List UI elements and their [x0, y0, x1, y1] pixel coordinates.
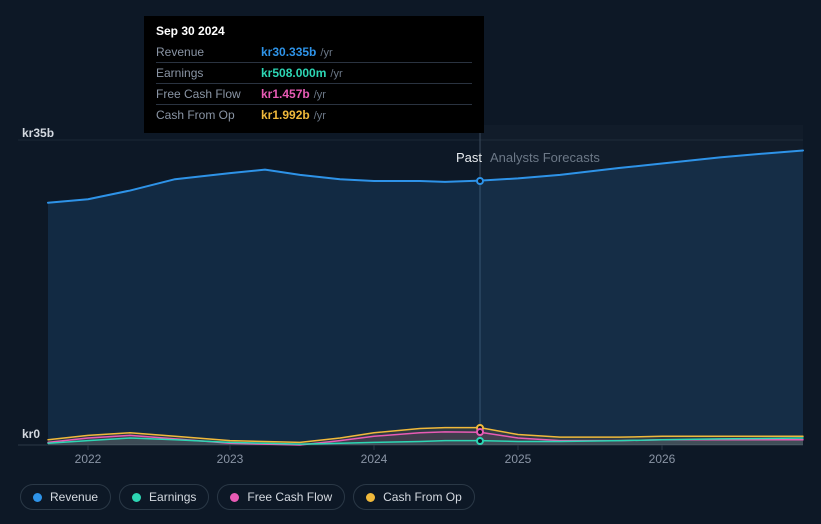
tooltip-suffix: /yr [310, 89, 326, 101]
section-label-past: Past [456, 150, 482, 165]
x-axis-tick: 2024 [361, 452, 388, 466]
section-label-forecast: Analysts Forecasts [490, 150, 600, 165]
legend-item-cash-from-op[interactable]: Cash From Op [353, 484, 475, 510]
x-axis-tick: 2023 [217, 452, 244, 466]
tooltip-metric: Free Cash Flow [156, 84, 261, 105]
legend-dot-icon [366, 493, 375, 502]
legend-label: Revenue [50, 490, 98, 504]
x-axis-tick: 2022 [75, 452, 102, 466]
tooltip-suffix: /yr [310, 110, 326, 122]
x-axis-tick: 2025 [505, 452, 532, 466]
chart-tooltip: Sep 30 2024 Revenuekr30.335b/yrEarningsk… [144, 16, 484, 133]
tooltip-row: Free Cash Flowkr1.457b/yr [156, 84, 472, 105]
tooltip-row: Cash From Opkr1.992b/yr [156, 105, 472, 126]
legend-item-earnings[interactable]: Earnings [119, 484, 209, 510]
tooltip-row: Earningskr508.000m/yr [156, 63, 472, 84]
chart-legend: Revenue Earnings Free Cash Flow Cash From O… [20, 484, 475, 510]
legend-label: Cash From Op [383, 490, 462, 504]
tooltip-value: kr1.992b [261, 108, 310, 122]
tooltip-metric: Revenue [156, 42, 261, 63]
tooltip-value: kr508.000m [261, 66, 326, 80]
tooltip-metric: Earnings [156, 63, 261, 84]
tooltip-value: kr30.335b [261, 45, 316, 59]
legend-dot-icon [230, 493, 239, 502]
legend-item-free-cash-flow[interactable]: Free Cash Flow [217, 484, 345, 510]
tooltip-suffix: /yr [316, 47, 332, 59]
legend-item-revenue[interactable]: Revenue [20, 484, 111, 510]
tooltip-metric: Cash From Op [156, 105, 261, 126]
legend-dot-icon [132, 493, 141, 502]
tooltip-date: Sep 30 2024 [156, 24, 472, 38]
x-axis-tick: 2026 [649, 452, 676, 466]
legend-label: Earnings [149, 490, 196, 504]
series-marker [476, 177, 484, 185]
legend-label: Free Cash Flow [247, 490, 332, 504]
tooltip-suffix: /yr [326, 68, 342, 80]
series-marker [476, 437, 484, 445]
series-marker [476, 428, 484, 436]
legend-dot-icon [33, 493, 42, 502]
tooltip-value: kr1.457b [261, 87, 310, 101]
tooltip-row: Revenuekr30.335b/yr [156, 42, 472, 63]
